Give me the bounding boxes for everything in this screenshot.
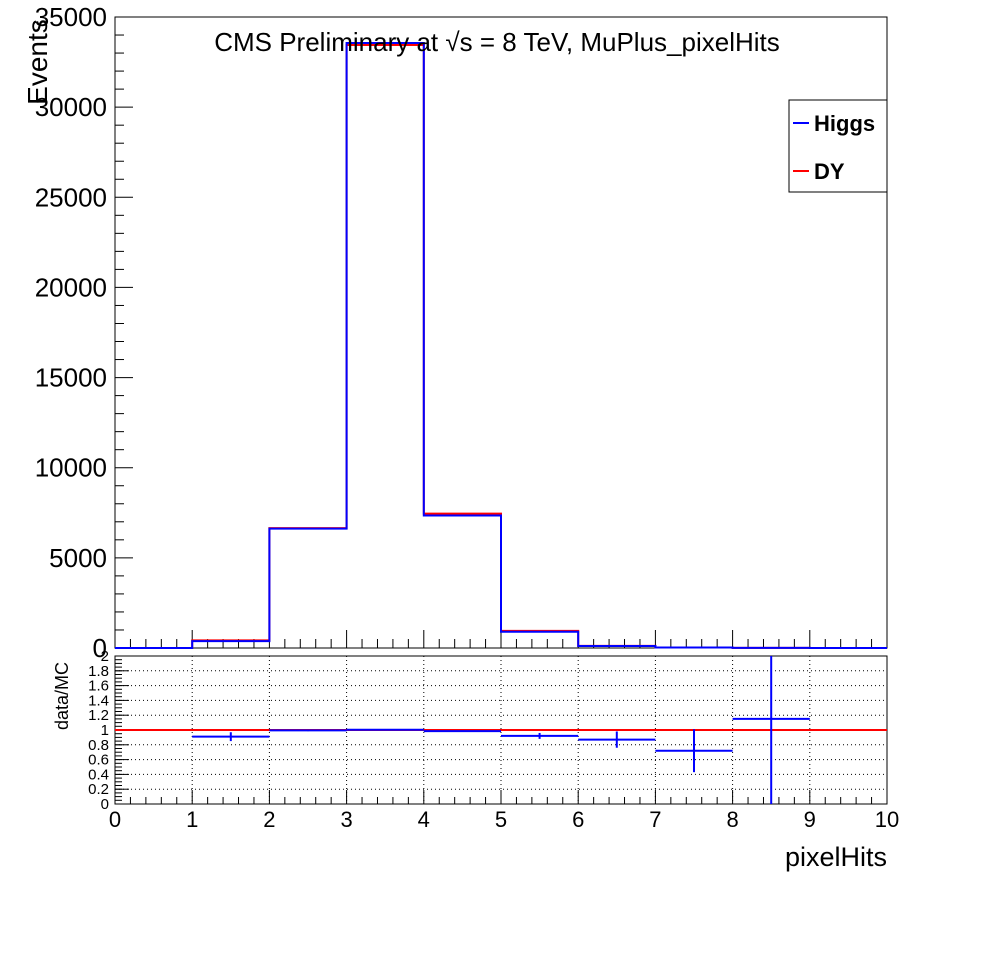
ratio-y-tick-label: 1 [101, 722, 109, 739]
ratio-y-tick-label: 1.2 [88, 707, 109, 724]
ratio-point [346, 728, 424, 731]
legend-box [788, 99, 888, 193]
ratio-point [732, 656, 810, 804]
y-tick-label: 35000 [35, 2, 107, 32]
x-tick-label: 8 [726, 807, 738, 832]
x-tick-label: 9 [804, 807, 816, 832]
y-axis-label: Events [22, 19, 53, 105]
x-tick-label: 2 [263, 807, 275, 832]
ratio-panel: 00.20.40.60.811.21.41.61.820 1 2 3 4 5 6 7 8 9 10d… [52, 648, 899, 872]
legend-label-dy: DY [814, 159, 845, 184]
x-tick-label: 10 [875, 807, 899, 832]
ratio-y-tick-label: 1.6 [88, 678, 109, 695]
y-tick-label: 15000 [35, 363, 107, 393]
ratio-y-tick-label: 0 [101, 796, 109, 813]
legend-label-higgs: Higgs [814, 111, 875, 136]
ratio-point [578, 731, 656, 748]
legend: Higgs DY [788, 99, 888, 193]
ratio-y-tick-label: 0.6 [88, 752, 109, 769]
ratio-point [501, 732, 579, 739]
x-axis-label: pixelHits [785, 842, 887, 872]
ratio-y-tick-label: 2 [101, 648, 109, 665]
ratio-y-tick-label: 1.8 [88, 663, 109, 680]
x-tick-label: 5 [495, 807, 507, 832]
y-tick-label: 20000 [35, 272, 107, 302]
chart-title: CMS Preliminary at √s = 8 TeV, MuPlus_pi… [214, 27, 780, 57]
x-tick-label: 7 [649, 807, 661, 832]
ratio-point [423, 730, 501, 733]
ratio-y-tick-label: 0.4 [88, 766, 109, 783]
ratio-point [655, 729, 733, 773]
x-tick-label: 6 [572, 807, 584, 832]
y-tick-label: 25000 [35, 182, 107, 212]
main-panel: 0 5000 10000 15000 20000 25000 30000 35000Event… [22, 2, 888, 663]
ratio-y-tick-label: 0.2 [88, 781, 109, 798]
ratio-y-tick-label: 0.8 [88, 737, 109, 754]
x-tick-label: 4 [418, 807, 430, 832]
ratio-y-axis-label: data/MC [52, 662, 72, 730]
histogram-higgs [115, 41, 887, 649]
y-tick-label: 30000 [35, 92, 107, 122]
y-tick-label: 0 [93, 633, 107, 663]
x-tick-label: 3 [340, 807, 352, 832]
ratio-point [192, 732, 270, 742]
x-tick-label: 0 [109, 807, 121, 832]
ratio-point [269, 729, 347, 732]
ratio-y-tick-label: 1.4 [88, 692, 109, 709]
y-tick-label: 10000 [35, 453, 107, 483]
y-tick-label: 5000 [49, 543, 107, 573]
x-tick-label: 1 [186, 807, 198, 832]
